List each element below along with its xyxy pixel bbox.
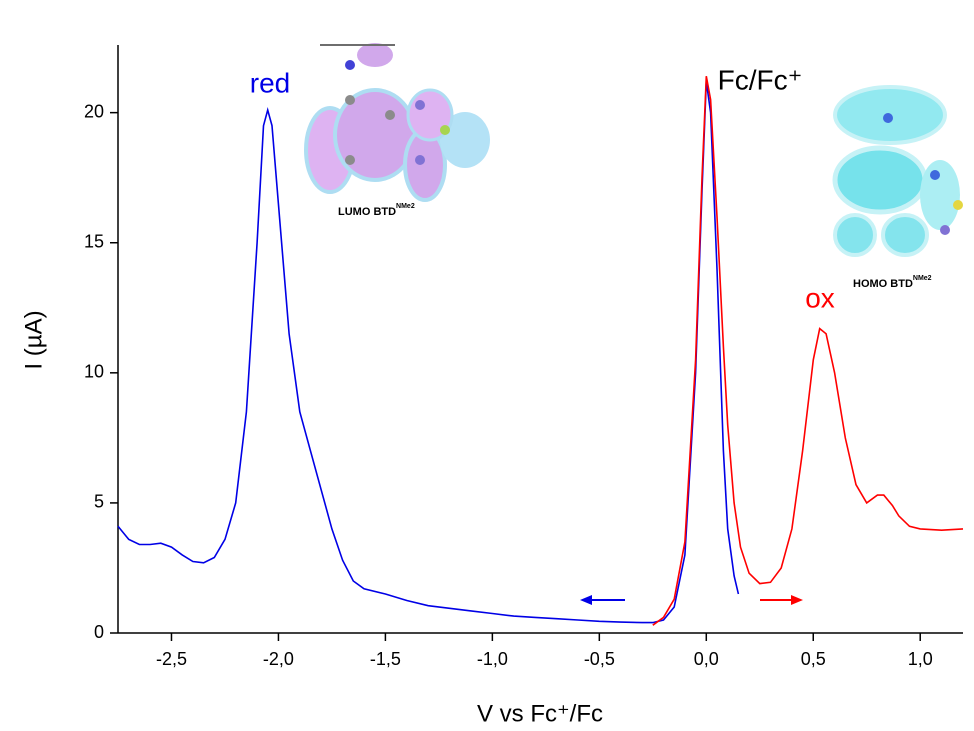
chart: LUMO BTDNMe2 HOMO BTDNMe2 V vs Fc⁺/Fc I … <box>0 0 974 731</box>
sweep-arrows <box>580 595 803 605</box>
x-tick-label: -2,5 <box>156 649 187 669</box>
inset-label-sup: NMe2 <box>913 275 932 282</box>
inset-label: LUMO BTD <box>338 206 396 218</box>
x-tick-label: 0,5 <box>801 649 826 669</box>
x-tick-label: -1,5 <box>370 649 401 669</box>
lumo-orbital-image <box>306 43 490 200</box>
x-tick-label: -0,5 <box>584 649 615 669</box>
y-tick-label: 10 <box>84 362 104 382</box>
y-tick-label: 5 <box>94 492 104 512</box>
inset-label-sup: NMe2 <box>396 203 415 210</box>
y-tick-label: 20 <box>84 101 104 121</box>
homo-orbital-image <box>835 87 963 255</box>
x-tick-label: -2,0 <box>263 649 294 669</box>
x-axis-label: V vs Fc⁺/Fc <box>477 700 603 727</box>
inset-label: HOMO BTD <box>853 278 913 290</box>
x-tick-label: 0,0 <box>694 649 719 669</box>
annotation: ox <box>805 282 835 313</box>
annotation: Fc/Fc⁺ <box>718 64 803 95</box>
y-tick-label: 0 <box>94 622 104 642</box>
x-tick-label: -1,0 <box>477 649 508 669</box>
homo-label: HOMO BTDNMe2 <box>853 275 932 290</box>
annotation: red <box>250 67 290 98</box>
lumo-label: LUMO BTDNMe2 <box>338 203 415 218</box>
x-tick-label: 1,0 <box>908 649 933 669</box>
y-axis-label: I (µA) <box>20 310 47 369</box>
y-tick-label: 15 <box>84 231 104 251</box>
